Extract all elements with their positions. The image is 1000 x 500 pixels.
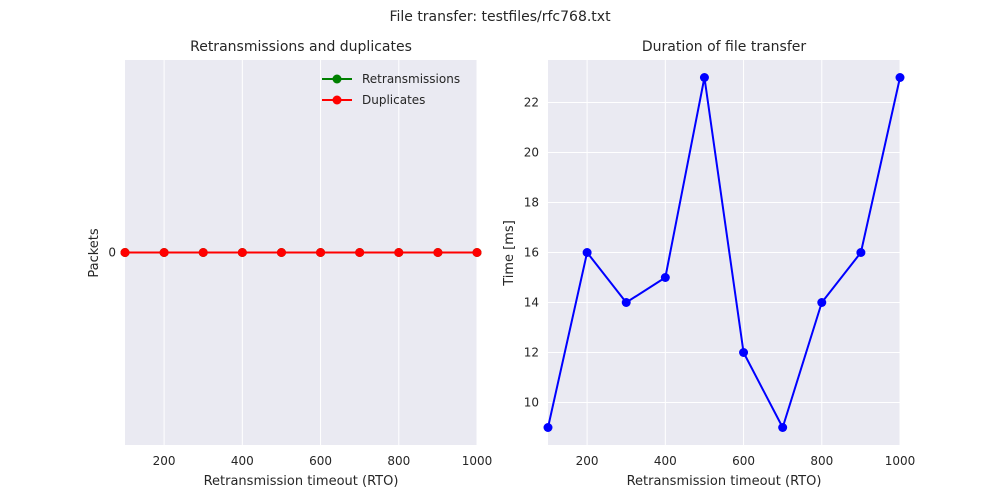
right-chart-title: Duration of file transfer [642,39,807,55]
left-chart-x-tick-label: 400 [231,454,254,468]
right-chart-data-point [699,73,709,82]
left-chart-title: Retransmissions and duplicates [190,39,412,55]
legend-marker [332,95,342,105]
right-chart-x-tick-label: 1000 [885,454,916,468]
left-chart-data-point [394,248,404,257]
right-chart-y-tick-label: 22 [524,96,539,110]
left-chart-x-ticks: 200 400 600 800 1000 [153,454,493,468]
right-chart-data-point [660,273,670,282]
right-chart-y-ticks: 10 12 14 16 18 20 22 [524,96,539,410]
right-chart-x-tick-label: 800 [810,454,833,468]
legend-marker [332,74,342,84]
right-chart-data-point [582,248,592,257]
legend-label: Retransmissions [362,72,460,86]
right-chart-x-axis-label: Retransmission timeout (RTO) [627,474,822,489]
left-chart-y-ticks: 0 [108,246,116,260]
left-chart-x-tick-label: 1000 [462,454,493,468]
right-chart: 200 400 600 800 1000 10 12 14 16 18 20 22 Duration… [502,39,915,489]
right-chart-y-tick-label: 16 [524,246,539,260]
right-chart-data-point [817,298,827,307]
left-chart-y-tick-label: 0 [108,246,116,260]
right-chart-x-tick-label: 400 [654,454,677,468]
right-chart-x-ticks: 200 400 600 800 1000 [576,454,916,468]
left-chart-x-axis-label: Retransmission timeout (RTO) [204,474,399,489]
right-chart-y-tick-label: 18 [524,196,539,210]
figure-title: File transfer: testfiles/rfc768.txt [389,9,611,25]
left-chart-data-point [276,248,286,257]
right-chart-data-point [739,348,749,357]
left-chart-data-point [355,248,365,257]
right-chart-y-tick-label: 10 [524,396,539,410]
left-chart-series [120,248,482,257]
right-chart-y-tick-label: 20 [524,146,539,160]
right-chart-series-line [547,76,901,429]
right-chart-series [543,73,905,432]
right-chart-data-point [778,423,788,432]
right-chart-y-tick-label: 12 [524,346,539,360]
left-chart-data-point [159,248,169,257]
left-chart-legend: Retransmissions Duplicates [322,72,460,107]
right-chart-y-tick-label: 14 [524,296,539,310]
right-chart-x-tick-label: 200 [576,454,599,468]
left-chart: 200 400 600 800 1000 0 Retransmissions and d… [87,39,492,489]
right-chart-y-axis-label: Time [ms] [502,220,517,287]
left-chart-x-tick-label: 200 [153,454,176,468]
left-chart-y-axis-label: Packets [87,228,102,278]
left-chart-data-point [316,248,326,257]
left-chart-data-point [237,248,247,257]
left-chart-x-tick-label: 800 [387,454,410,468]
right-chart-data-point [543,423,553,432]
left-chart-data-point [198,248,208,257]
right-chart-grid [548,60,901,445]
left-chart-data-point [433,248,443,257]
right-chart-x-tick-label: 600 [732,454,755,468]
right-chart-data-point [856,248,866,257]
right-chart-data-point [895,73,905,82]
legend-label: Duplicates [362,93,425,107]
right-chart-data-point [621,298,631,307]
left-chart-x-tick-label: 600 [309,454,332,468]
left-chart-data-point [472,248,482,257]
left-chart-data-point [120,248,130,257]
